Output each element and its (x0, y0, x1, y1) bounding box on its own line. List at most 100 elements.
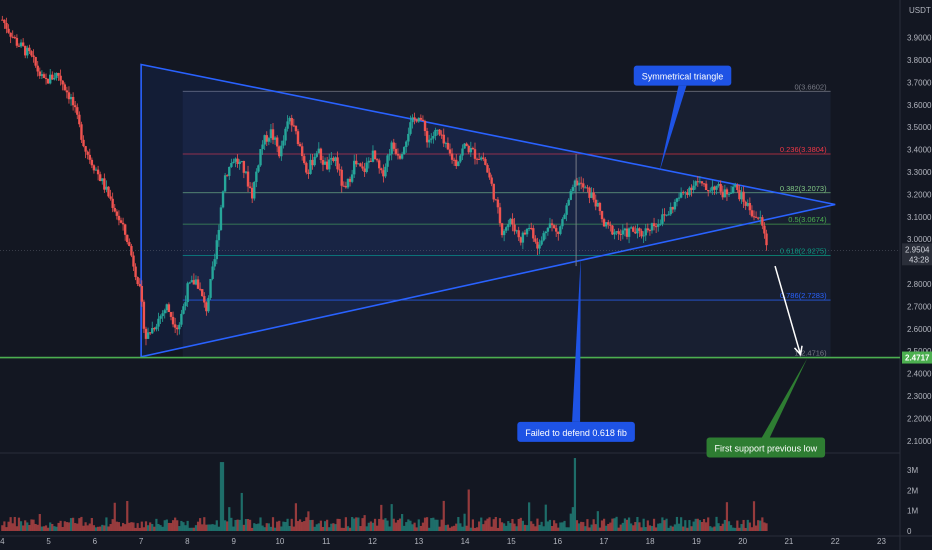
volume-bar (78, 518, 81, 531)
symmetrical-triangle-drawing[interactable] (140, 63, 836, 358)
candle-body (536, 241, 539, 249)
volume-bar (396, 520, 400, 531)
volume-bar (740, 524, 743, 531)
candle-body (167, 304, 171, 313)
candle-body (205, 302, 208, 312)
candle-body (261, 144, 264, 150)
volume-bar (203, 517, 206, 531)
volume-bar (259, 517, 262, 531)
candle-body (467, 145, 470, 153)
candle-body (38, 71, 41, 76)
time-tick-label: 20 (738, 537, 747, 546)
callout-2[interactable]: First support previous low (706, 357, 826, 458)
candle-body (84, 146, 87, 152)
candle-body (600, 211, 604, 220)
volume-bar (615, 516, 618, 531)
candle-body (271, 129, 275, 140)
volume-bar (128, 522, 131, 531)
volume-bar (47, 527, 50, 531)
callout-0[interactable]: Symmetrical triangle (633, 65, 732, 172)
candle-body (442, 134, 445, 144)
volume-bar (286, 518, 289, 531)
candle-body (569, 191, 572, 200)
volume-bar (155, 518, 158, 531)
volume-bar (240, 492, 243, 531)
time-tick-label: 5 (46, 537, 51, 546)
candle-body (378, 160, 381, 169)
volume-bar (355, 517, 358, 531)
candle-body (673, 201, 677, 210)
candle-body (373, 150, 377, 160)
time-axis[interactable]: 4 5 6 7 8 9 10 11 12 13 14 15 16 17 18 19 20 21 22 23 (0, 537, 886, 546)
candle-body (590, 192, 593, 198)
volume-bar (417, 519, 420, 531)
candle-body (307, 172, 310, 174)
candle-body (49, 74, 52, 84)
candle-body (30, 51, 33, 56)
volume-bar (72, 517, 75, 531)
candle-body (275, 137, 279, 147)
volume-bar (126, 500, 129, 531)
volume-bar (642, 518, 645, 531)
time-tick-label: 16 (553, 537, 562, 546)
volume-bar (9, 517, 12, 531)
volume-bar (655, 527, 658, 531)
candle-body (586, 187, 589, 189)
annotation-callouts[interactable]: Symmetrical triangle Failed to defend 0.6… (517, 65, 826, 458)
volume-bar (407, 519, 410, 531)
volume-bar (119, 526, 123, 531)
volume-bar (705, 522, 708, 531)
volume-bar (86, 525, 89, 531)
projection-arrow[interactable] (774, 265, 802, 355)
volume-bar (367, 522, 370, 531)
candle-body (71, 96, 75, 106)
volume-bar (646, 520, 649, 531)
volume-bar (321, 526, 325, 531)
candle-body (519, 237, 522, 243)
candle-body (69, 96, 73, 100)
volume-bar (694, 518, 697, 531)
candle-body (57, 72, 60, 76)
volume-bar (44, 525, 48, 531)
candle-body (282, 140, 285, 146)
candle-body (500, 223, 504, 236)
time-tick-label: 14 (461, 537, 470, 546)
volume-bar (228, 507, 231, 531)
candle-body (82, 139, 85, 147)
volume-bar (490, 526, 493, 531)
volume-bar (671, 526, 674, 531)
volume-bar (344, 517, 347, 531)
volume-bar (617, 527, 620, 531)
fib-level-label: 0.236(3.3804) (780, 145, 827, 154)
volume-tick-label: 3M (907, 466, 918, 475)
candle-body (153, 328, 156, 330)
candle-body (305, 163, 308, 173)
price-tick-label: 3.5000 (907, 123, 932, 132)
volume-bar (744, 527, 747, 531)
volume-bar (625, 519, 629, 531)
candle-body (604, 222, 608, 227)
fib-level-label: 0.618(2.9275) (780, 246, 827, 255)
candle-body (496, 199, 500, 208)
volume-bar (713, 526, 716, 531)
candle-body (63, 84, 66, 91)
candle-body (477, 158, 481, 160)
volume-bar (101, 524, 104, 531)
candle-body (763, 225, 766, 234)
last-price-badge (902, 243, 932, 266)
callout-1[interactable]: Failed to defend 0.618 fib (517, 257, 635, 442)
price-axis[interactable]: USDT 3.9000 3.8000 3.7000 3.6000 3.5000 3.4000… (0, 6, 932, 536)
candle-body (671, 206, 675, 210)
volume-bar (371, 522, 375, 531)
candle-body (619, 233, 622, 235)
volume-bar (201, 524, 204, 531)
volume-bar (221, 462, 225, 531)
volume-bar (636, 516, 639, 531)
volume-bar (386, 520, 389, 531)
candlestick-series (1, 15, 768, 346)
drawing-overlays[interactable] (0, 154, 900, 359)
triangle-shape[interactable] (140, 63, 836, 358)
volume-bar (180, 520, 183, 531)
candle-body (176, 327, 179, 330)
